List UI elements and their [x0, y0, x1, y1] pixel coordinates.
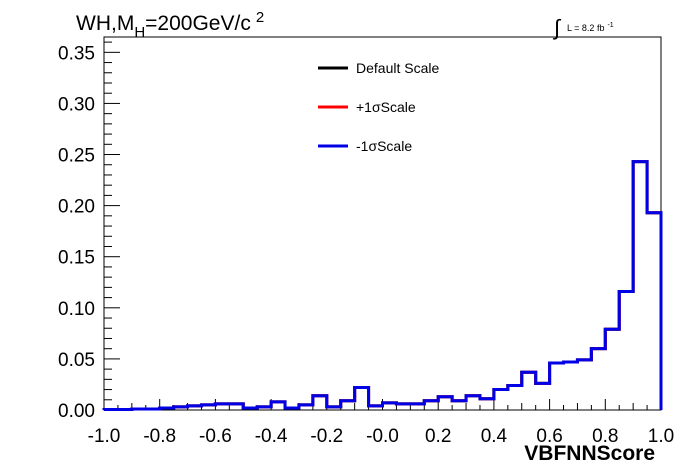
legend-label-1: Default Scale — [356, 60, 439, 76]
series-line-2 — [102, 160, 663, 411]
title-rest: =200GeV/c — [145, 12, 251, 35]
axis-ticks — [103, 41, 662, 411]
x-tick-label: -0.0 — [366, 426, 399, 447]
legend: Default Scale +1σScale -1σScale — [318, 60, 439, 154]
lumi-text: L = 8.2 fb — [567, 23, 604, 33]
x-axis-label: VBFNNScore — [524, 442, 655, 465]
y-tick-label: 0.30 — [58, 94, 95, 115]
x-tick-label: -0.2 — [310, 426, 343, 447]
x-tick-label: 0.8 — [592, 426, 618, 447]
y-tick-label: 0.10 — [58, 299, 95, 320]
y-tick-label: 0.35 — [58, 43, 95, 64]
title-superscript: 2 — [256, 9, 264, 26]
lumi-superscript: -1 — [607, 22, 613, 29]
legend-label-2: +1σScale — [356, 99, 416, 115]
plot-frame — [103, 36, 662, 411]
x-tick-label: 0.6 — [536, 426, 562, 447]
x-tick-label: 0.2 — [425, 426, 451, 447]
title-subscript: H — [134, 24, 145, 41]
y-tick-label: 0.00 — [58, 401, 95, 422]
chart-title: WH,MH=200GeV/c 2 — [76, 9, 264, 41]
lumi-label: L = 8.2 fb -1 — [567, 22, 614, 33]
y-tick-label: 0.20 — [58, 197, 95, 218]
legend-label-3: -1σScale — [356, 138, 412, 154]
series-layer — [102, 160, 663, 411]
y-tick-label: 0.05 — [58, 350, 95, 371]
series-line-3 — [102, 160, 663, 411]
x-tick-label: 1.0 — [648, 426, 674, 447]
y-tick-label: 0.25 — [58, 146, 95, 167]
x-tick-label: -0.8 — [143, 426, 176, 447]
axis-tick-labels: -1.0 -0.8 -0.6 -0.4 -0.2 -0.0 0.2 0.4 0.6 0.8 1.0 0… — [58, 43, 674, 447]
x-tick-label: -0.4 — [255, 426, 288, 447]
x-tick-label: 0.4 — [481, 426, 508, 447]
lumi-integral: ∫ — [552, 15, 562, 40]
title-main: WH,M — [76, 12, 134, 35]
x-tick-label: -1.0 — [88, 426, 121, 447]
y-tick-label: 0.15 — [58, 248, 95, 269]
series-line-1 — [102, 160, 663, 411]
x-tick-label: -0.6 — [199, 426, 232, 447]
